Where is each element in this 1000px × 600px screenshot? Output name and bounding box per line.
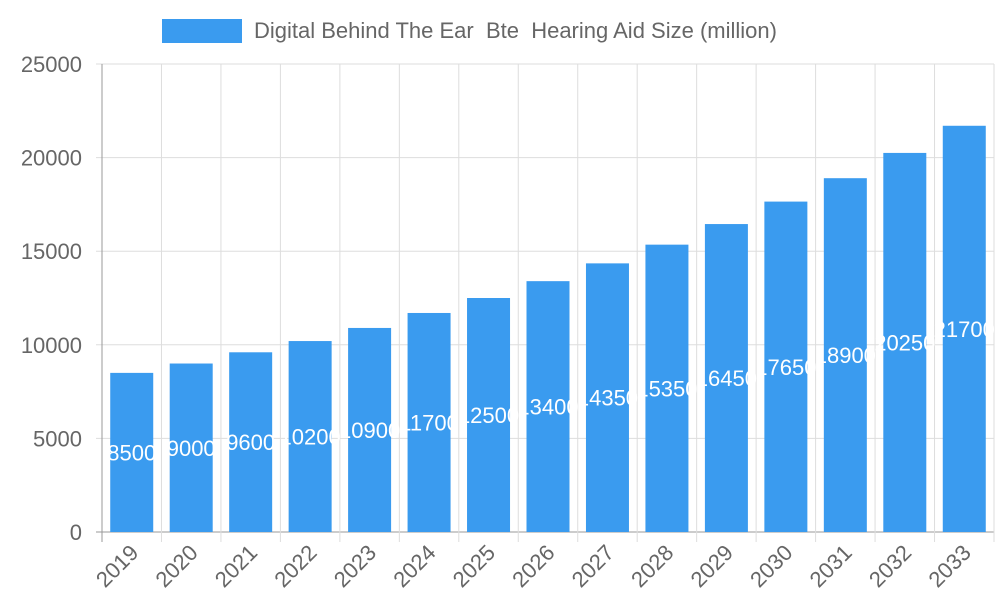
x-tick-label: 2025 — [448, 540, 500, 592]
bar — [764, 201, 808, 533]
x-tick-label: 2024 — [388, 540, 440, 592]
bar — [169, 363, 213, 532]
bar — [823, 178, 867, 532]
bar — [407, 312, 451, 532]
legend-swatch — [162, 19, 242, 43]
y-tick-label: 20000 — [21, 146, 82, 171]
y-tick-label: 25000 — [21, 52, 82, 77]
bar — [704, 224, 748, 532]
bar — [348, 327, 392, 532]
x-tick-label: 2019 — [91, 540, 143, 592]
bar — [645, 244, 689, 532]
data-label: 9000 — [167, 436, 216, 461]
data-label: 14350 — [577, 386, 638, 411]
x-tick-label: 2033 — [924, 540, 976, 592]
x-tick-label: 2022 — [269, 540, 321, 592]
data-label: 10200 — [280, 425, 341, 450]
bar — [110, 372, 154, 532]
x-tick-label: 2027 — [567, 540, 619, 592]
bar — [883, 152, 927, 533]
data-label: 21700 — [934, 317, 995, 342]
data-label: 13400 — [517, 395, 578, 420]
y-tick-label: 5000 — [33, 426, 82, 451]
x-tick-label: 2021 — [210, 540, 262, 592]
y-tick-label: 10000 — [21, 333, 82, 358]
data-label: 18900 — [815, 343, 876, 368]
data-label: 11700 — [399, 410, 459, 435]
y-tick-label: 15000 — [21, 239, 82, 264]
data-label: 12500 — [458, 403, 519, 428]
legend-label: Digital Behind The Ear Bte Hearing Aid S… — [254, 18, 777, 43]
x-tick-label: 2029 — [686, 540, 738, 592]
bar — [526, 281, 570, 532]
bar — [229, 352, 273, 532]
x-tick-label: 2032 — [864, 540, 916, 592]
data-label: 16450 — [696, 366, 757, 391]
data-label: 8500 — [107, 440, 156, 465]
bar — [585, 263, 629, 532]
data-label: 10900 — [339, 418, 400, 443]
legend: Digital Behind The Ear Bte Hearing Aid S… — [162, 18, 777, 44]
bar — [942, 125, 986, 532]
x-tick-label: 2031 — [805, 540, 857, 592]
x-tick-label: 2023 — [329, 540, 381, 592]
bar — [467, 298, 511, 532]
x-tick-label: 2030 — [745, 540, 797, 592]
x-tick-label: 2020 — [150, 540, 202, 592]
bar — [288, 341, 332, 532]
y-tick-label: 0 — [70, 520, 82, 545]
x-tick-label: 2028 — [626, 540, 678, 592]
x-tick-label: 2026 — [507, 540, 559, 592]
data-label: 9600 — [226, 430, 275, 455]
data-label: 20250 — [874, 330, 935, 355]
data-label: 15350 — [636, 376, 697, 401]
data-label: 17650 — [755, 355, 816, 380]
